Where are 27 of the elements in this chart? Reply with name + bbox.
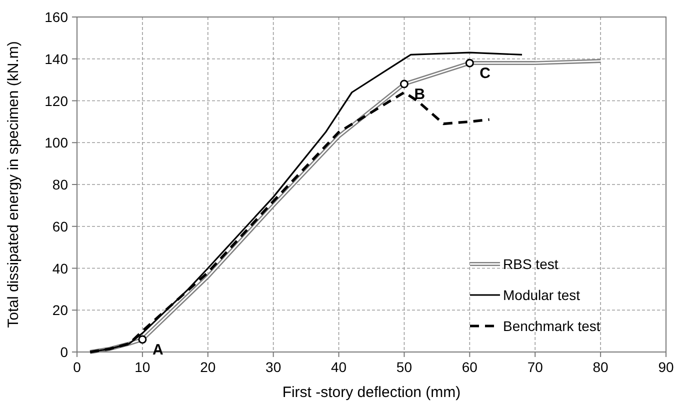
y-tick-label: 160 bbox=[44, 9, 68, 25]
y-tick-label: 100 bbox=[44, 134, 68, 151]
annotation: A bbox=[152, 341, 164, 358]
legend-label: Benchmark test bbox=[503, 318, 600, 334]
y-tick-label: 80 bbox=[52, 176, 68, 192]
legend-label: RBS test bbox=[503, 256, 558, 272]
x-tick-label: 60 bbox=[462, 359, 478, 375]
y-axis-title: Total dissipated energy in specimen (kN.m) bbox=[5, 41, 22, 328]
y-tick-label: 140 bbox=[44, 50, 68, 67]
annotation: C bbox=[480, 65, 491, 82]
y-tick-label: 0 bbox=[60, 344, 68, 360]
x-tick-label: 80 bbox=[592, 359, 609, 375]
x-tick-label: 30 bbox=[266, 359, 282, 375]
x-tick-label: 10 bbox=[134, 359, 150, 375]
x-tick-label: 70 bbox=[527, 359, 544, 375]
x-axis-title: First -story deflection (mm) bbox=[282, 384, 461, 401]
y-tick-label: 20 bbox=[52, 302, 68, 318]
y-tick-label: 120 bbox=[44, 92, 68, 109]
x-tick-label: 40 bbox=[330, 359, 347, 375]
x-tick-label: 50 bbox=[396, 359, 412, 375]
y-tick-label: 40 bbox=[52, 260, 68, 276]
x-tick-label: 90 bbox=[658, 359, 674, 375]
annotation: B bbox=[414, 86, 426, 103]
x-tick-label: 20 bbox=[200, 359, 216, 375]
x-tick-label: 0 bbox=[73, 359, 82, 375]
y-tick-label: 60 bbox=[52, 218, 68, 234]
legend-label: Modular test bbox=[503, 287, 580, 303]
